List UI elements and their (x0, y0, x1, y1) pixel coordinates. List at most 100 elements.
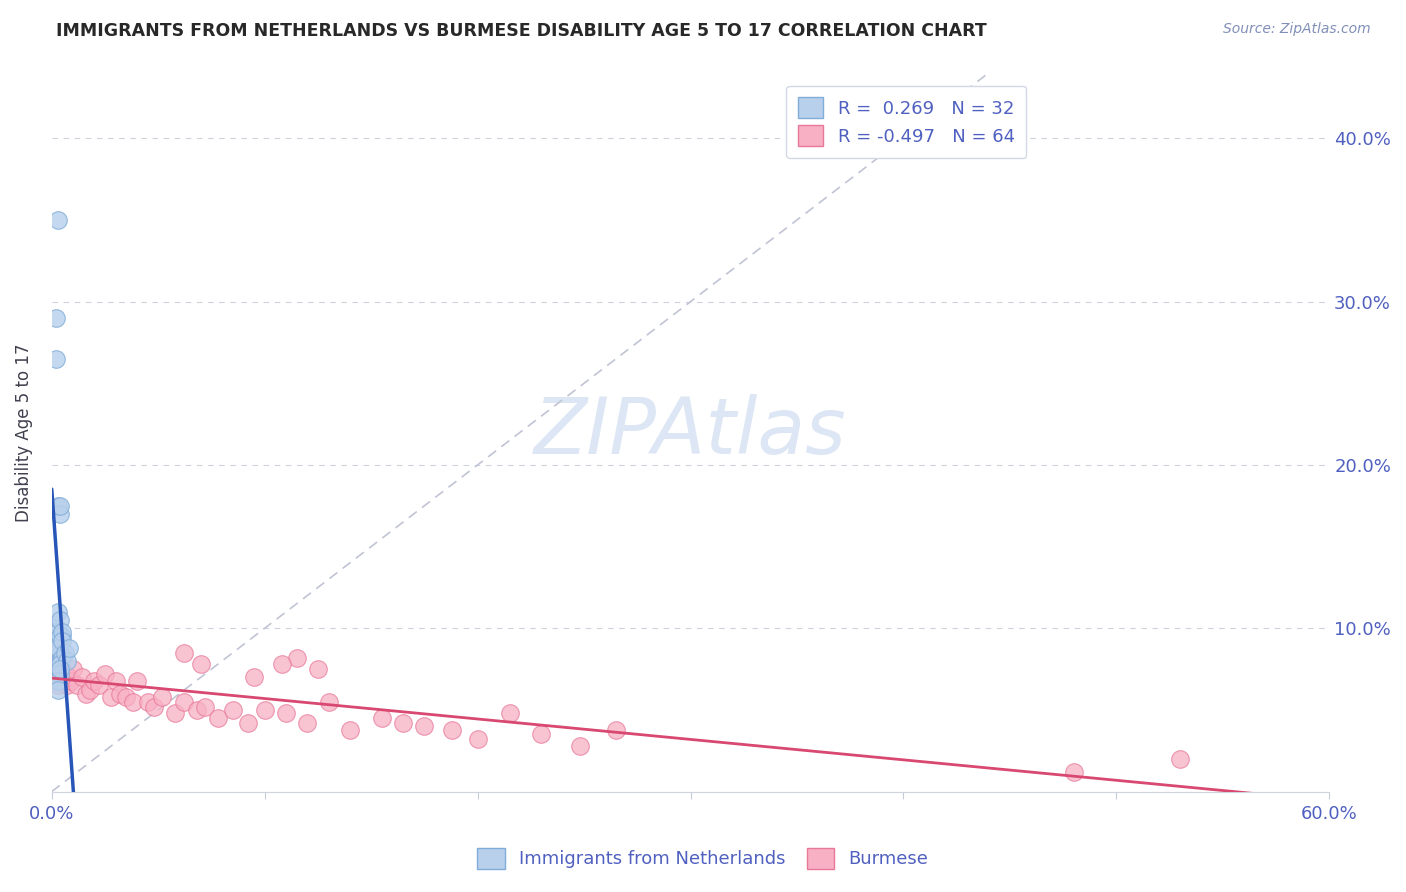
Point (51, 634, 73, 648)
Point (392, 716, 415, 731)
Point (45, 660, 67, 674)
Point (136, 695, 159, 709)
Point (121, 695, 143, 709)
Point (45, 351, 67, 366)
Point (307, 662, 329, 676)
Point (46, 499, 69, 513)
Point (46, 640, 69, 655)
Point (222, 703, 245, 717)
Point (58, 640, 80, 655)
Point (270, 657, 292, 672)
Point (51, 629, 73, 643)
Point (62, 662, 84, 676)
Point (190, 657, 212, 672)
Point (55, 678, 77, 692)
Point (45, 650, 67, 665)
Point (152, 690, 174, 704)
Point (49, 499, 72, 513)
Point (467, 732, 489, 747)
Point (498, 706, 520, 721)
Point (49, 507, 72, 521)
Point (285, 650, 308, 665)
Point (186, 703, 208, 717)
Point (371, 711, 394, 725)
Point (46, 673, 69, 688)
Point (173, 695, 195, 709)
Point (318, 695, 340, 709)
Point (45, 646, 67, 660)
Point (236, 716, 259, 731)
Point (49, 667, 72, 681)
Point (70, 670, 93, 684)
Point (49, 657, 72, 672)
Point (441, 723, 464, 737)
Point (66, 678, 89, 692)
Point (46, 662, 69, 676)
Point (49, 654, 72, 668)
Point (104, 673, 127, 688)
Point (49, 667, 72, 681)
Text: ZIPAtlas: ZIPAtlas (534, 394, 846, 470)
Point (46, 670, 69, 684)
Point (51, 673, 73, 688)
Point (49, 662, 72, 676)
Text: IMMIGRANTS FROM NETHERLANDS VS BURMESE DISABILITY AGE 5 TO 17 CORRELATION CHART: IMMIGRANTS FROM NETHERLANDS VS BURMESE D… (56, 22, 987, 40)
Point (125, 673, 148, 688)
Point (173, 646, 195, 660)
Point (253, 703, 276, 717)
Point (45, 621, 67, 635)
Point (108, 687, 131, 701)
Point (45, 667, 67, 681)
Point (1063, 764, 1085, 779)
Point (51, 662, 73, 676)
Point (45, 310, 67, 325)
Point (100, 690, 122, 704)
Point (605, 723, 627, 737)
Point (75, 687, 97, 701)
Point (46, 638, 69, 652)
Point (87, 678, 110, 692)
Point (58, 670, 80, 684)
Point (165, 706, 187, 721)
Point (59, 673, 82, 688)
Point (49, 613, 72, 627)
Point (79, 683, 101, 698)
Text: Source: ZipAtlas.com: Source: ZipAtlas.com (1223, 22, 1371, 37)
Point (115, 690, 138, 704)
Point (142, 699, 165, 714)
Point (49, 640, 72, 655)
Point (413, 719, 436, 733)
Point (46, 673, 69, 688)
Point (49, 657, 72, 672)
Point (49, 657, 72, 672)
Point (46, 678, 69, 692)
Point (45, 654, 67, 668)
Point (339, 723, 361, 737)
Point (46, 683, 69, 698)
Point (49, 629, 72, 643)
Point (46, 624, 69, 639)
Point (55, 654, 77, 668)
Point (51, 624, 73, 639)
Point (568, 739, 591, 753)
Point (46, 213, 69, 227)
Point (46, 640, 69, 655)
Point (49, 646, 72, 660)
Point (46, 634, 69, 648)
Point (46, 605, 69, 619)
Point (207, 711, 229, 725)
Point (194, 699, 217, 714)
Point (297, 716, 319, 731)
Point (530, 727, 553, 741)
Point (53, 646, 76, 660)
Point (83, 673, 105, 688)
Point (53, 667, 76, 681)
Legend: Immigrants from Netherlands, Burmese: Immigrants from Netherlands, Burmese (470, 840, 936, 876)
Y-axis label: Disability Age 5 to 17: Disability Age 5 to 17 (15, 343, 32, 522)
Point (274, 706, 297, 721)
Legend: R =  0.269   N = 32, R = -0.497   N = 64: R = 0.269 N = 32, R = -0.497 N = 64 (786, 86, 1026, 158)
Point (1168, 752, 1191, 766)
Point (94, 667, 117, 681)
Point (51, 650, 73, 665)
Point (243, 670, 266, 684)
